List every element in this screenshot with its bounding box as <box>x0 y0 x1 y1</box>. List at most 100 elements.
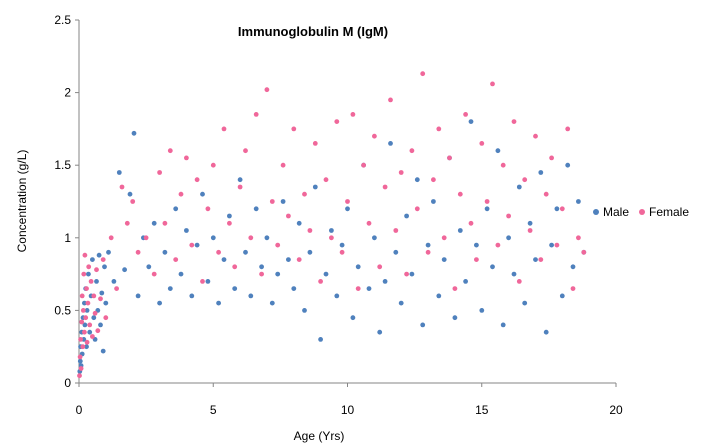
legend-label-male: Male <box>603 205 629 219</box>
data-point-male <box>527 220 533 226</box>
data-point-female <box>85 300 91 306</box>
x-tick-labels: 0 5 10 15 20 <box>76 383 623 417</box>
data-point-male <box>173 206 179 212</box>
data-point-female <box>221 126 227 132</box>
data-point-male <box>243 249 248 255</box>
y-tick-label: 0 <box>64 376 71 390</box>
data-point-male <box>200 191 205 197</box>
data-point-male <box>291 286 297 291</box>
data-point-male <box>248 293 254 299</box>
legend: Male Female <box>593 205 689 219</box>
x-axis-title: Age (Yrs) <box>294 429 345 443</box>
y-axis-title: Concentration (g/L) <box>15 150 29 253</box>
data-point-female <box>232 264 238 270</box>
data-point-male <box>479 308 485 313</box>
data-point-female <box>490 81 495 87</box>
data-point-male <box>194 242 200 248</box>
data-point-female <box>393 228 399 233</box>
data-point-female <box>543 191 549 197</box>
data-point-male <box>576 199 581 204</box>
data-point-female <box>205 206 211 212</box>
data-point-male <box>388 141 393 146</box>
data-point-female <box>345 199 350 204</box>
data-point-male <box>345 206 350 212</box>
data-point-female <box>151 271 157 277</box>
data-point-female <box>296 257 302 262</box>
data-point-male <box>312 184 318 190</box>
data-point-female <box>108 235 114 241</box>
data-point-male <box>131 130 137 136</box>
data-point-female <box>135 249 141 255</box>
data-point-male <box>506 235 511 241</box>
y-tick-label: 1.5 <box>54 158 71 172</box>
data-point-male <box>87 329 93 335</box>
x-tick-label: 10 <box>341 403 355 417</box>
data-point-female <box>80 308 86 313</box>
data-point-female <box>549 155 554 161</box>
data-point-female <box>372 133 377 139</box>
x-tick-label: 5 <box>210 403 217 417</box>
data-point-male <box>216 300 222 306</box>
data-point-male <box>111 279 117 284</box>
data-point-male <box>554 206 560 212</box>
data-point-male <box>100 348 106 354</box>
data-point-male <box>146 264 152 270</box>
data-point-female <box>79 319 85 325</box>
data-point-male <box>393 249 399 255</box>
data-point-female <box>280 162 286 168</box>
data-point-female <box>173 257 179 262</box>
data-point-female <box>463 112 468 117</box>
data-point-male <box>116 170 122 175</box>
data-point-male <box>103 300 109 306</box>
data-point-male <box>280 199 286 204</box>
data-point-male <box>253 206 259 212</box>
data-point-female <box>82 252 88 258</box>
data-point-female <box>100 257 106 262</box>
data-point-male <box>157 300 163 306</box>
data-point-male <box>377 329 383 335</box>
data-point-female <box>495 242 501 248</box>
data-point-female <box>157 170 163 175</box>
data-point-female <box>227 220 232 226</box>
data-point-female <box>253 112 259 117</box>
data-point-female <box>506 213 511 219</box>
data-point-female <box>95 328 101 334</box>
data-point-male <box>549 242 554 248</box>
data-point-male <box>559 293 565 299</box>
data-point-male <box>264 235 270 241</box>
data-point-male <box>339 242 345 248</box>
data-point-female <box>452 286 458 291</box>
data-point-female <box>350 112 356 117</box>
data-point-male <box>151 220 157 226</box>
data-point-female <box>420 71 426 77</box>
data-point-male <box>495 148 501 154</box>
data-point-male <box>237 177 243 183</box>
data-point-female <box>162 220 168 226</box>
data-point-male <box>135 293 141 299</box>
data-point-female <box>291 126 297 132</box>
data-point-male <box>468 119 474 124</box>
scatter-points <box>77 71 587 379</box>
data-point-female <box>264 87 270 93</box>
data-point-male <box>167 286 173 291</box>
data-point-male <box>307 249 313 255</box>
data-point-female <box>80 344 86 350</box>
data-point-male <box>189 293 195 299</box>
data-point-female <box>500 162 506 168</box>
data-point-male <box>162 249 168 255</box>
data-point-male <box>516 184 522 190</box>
data-point-female <box>92 310 98 316</box>
data-point-female <box>484 199 490 204</box>
data-point-female <box>559 206 565 212</box>
data-point-male <box>522 300 528 306</box>
data-point-female <box>474 257 479 262</box>
data-point-male <box>302 308 307 313</box>
data-point-female <box>522 177 528 183</box>
data-point-female <box>339 249 345 255</box>
data-point-female <box>334 119 340 124</box>
data-point-male <box>102 264 107 270</box>
data-point-male <box>269 300 275 306</box>
data-point-male <box>91 315 97 321</box>
data-point-male <box>463 279 468 284</box>
